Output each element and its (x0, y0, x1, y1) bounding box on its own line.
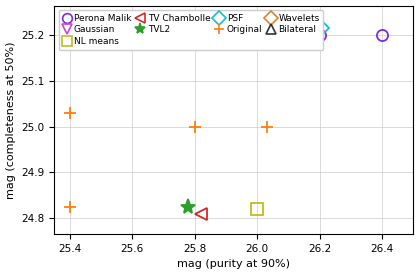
Y-axis label: mag (completeness at 50%): mag (completeness at 50%) (5, 41, 16, 199)
X-axis label: mag (purity at 90%): mag (purity at 90%) (177, 259, 290, 270)
Legend: Perona Malik, Gaussian, NL means, TV Chambolle, TVL2, PSF, Original, Wavelets, B: Perona Malik, Gaussian, NL means, TV Cha… (59, 10, 323, 50)
